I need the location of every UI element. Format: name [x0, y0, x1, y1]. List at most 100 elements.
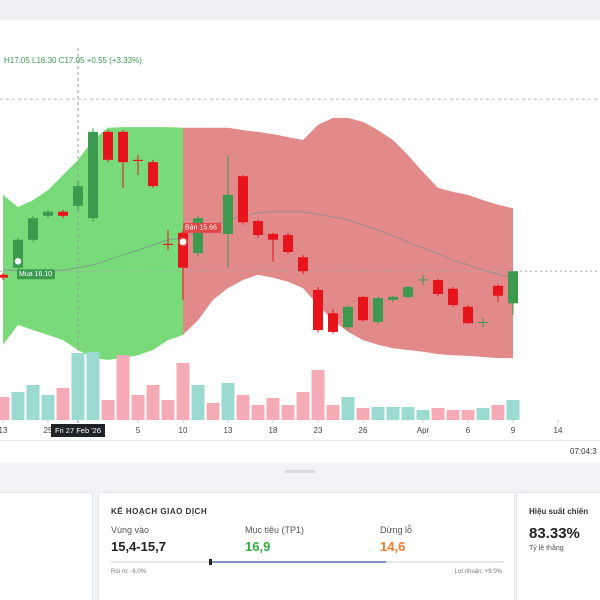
clock: 07:04:3 — [570, 447, 597, 456]
plan-card: KẾ HOẠCH GIAO DỊCH Vùng vào 15,4-15,7 Mụ… — [98, 492, 515, 600]
toolbar — [0, 20, 600, 49]
volume-bar — [386, 407, 400, 420]
target-label: Mục tiêu (TP1) — [245, 525, 305, 535]
candle-body — [88, 131, 98, 219]
candle-body — [43, 211, 53, 216]
candle-body — [193, 218, 203, 254]
performance-value: 83.33% — [529, 525, 580, 542]
volume-bar — [476, 408, 490, 420]
candle-body — [373, 298, 383, 322]
volume-bar — [176, 363, 190, 420]
volume-bar — [341, 397, 355, 420]
candle-body — [343, 306, 353, 328]
x-tick-label: 13 — [224, 426, 233, 435]
volume-bar — [251, 405, 265, 420]
progress-fill — [209, 561, 386, 563]
plan-title: KẾ HOẠCH GIAO DỊCH — [111, 507, 208, 516]
volume-bar — [41, 395, 55, 420]
x-tick-label: 23 — [314, 426, 323, 435]
ohlc-legend: H17.05 L16.30 C17.05 +0.55 (+3.33%) — [4, 56, 142, 65]
volume-bar — [116, 355, 130, 420]
volume-bar — [71, 353, 85, 420]
signal-label-bg — [183, 222, 221, 233]
candle-body — [388, 296, 398, 300]
band-fill — [183, 117, 513, 359]
candle-body — [448, 288, 458, 306]
candle-body — [298, 257, 308, 272]
candle-body — [73, 186, 83, 206]
candle-body — [28, 218, 38, 240]
performance-label: Tỷ lệ thắng — [529, 545, 564, 552]
volume-bar — [0, 397, 10, 420]
stop-label: Dừng lỗ — [380, 525, 413, 535]
signal-label-text: Mua 16.10 — [19, 271, 52, 278]
x-tick-label: 25 — [44, 426, 53, 435]
candle-body — [463, 306, 473, 324]
candle-body — [268, 233, 278, 240]
volume-bar — [491, 405, 505, 420]
candle-body — [508, 271, 518, 304]
volume-bar — [266, 398, 280, 420]
band-mid — [3, 211, 514, 279]
stop-value: 14,6 — [380, 539, 406, 554]
candle-body — [223, 194, 233, 234]
volume-bar — [56, 388, 70, 420]
candle-body — [313, 289, 323, 331]
volume-bar — [446, 410, 460, 420]
volume-bar — [221, 383, 235, 420]
risk: Rủi ro: -6.0% — [111, 569, 147, 575]
candle-body — [58, 211, 68, 216]
volume-bar — [311, 370, 325, 420]
candle-body — [163, 243, 173, 245]
reward: Lợi nhuận: +9.0% — [454, 569, 502, 575]
crosshair-label-bg — [51, 424, 105, 437]
drag-handle[interactable] — [285, 470, 315, 473]
x-tick-label: 6 — [466, 426, 471, 435]
volume-bar — [11, 392, 25, 420]
volume-bar — [401, 407, 415, 420]
signal-label-bg — [17, 269, 55, 280]
entry-value: 15,4-15,7 — [111, 539, 166, 554]
volume-bar — [101, 400, 115, 420]
candle-body — [238, 176, 248, 223]
volume-bar — [236, 395, 250, 420]
volume-bar — [26, 385, 40, 420]
signal-marker — [178, 237, 188, 247]
volume-bar — [206, 403, 220, 420]
candle-body — [133, 159, 143, 161]
candle-body — [328, 313, 338, 332]
candle-body — [148, 162, 158, 187]
volume-bar — [416, 410, 430, 420]
candle-body — [178, 232, 188, 268]
candle-body — [103, 131, 113, 160]
candle-body — [478, 322, 488, 323]
signal-marker — [13, 256, 23, 266]
band-fill — [3, 127, 183, 360]
volume-bar — [146, 385, 160, 420]
signal-label: Bán 15.66 — [183, 222, 221, 233]
candle-body — [0, 274, 8, 278]
candle-body — [13, 239, 23, 268]
x-tick-label: 9 — [511, 426, 516, 435]
x-tick-label: 18 — [269, 426, 278, 435]
candle-body — [403, 287, 413, 297]
candle-body — [493, 285, 503, 296]
top-bar — [0, 0, 600, 20]
target-value: 16,9 — [245, 539, 271, 554]
volume-bar — [161, 400, 175, 420]
candle-body — [118, 131, 128, 163]
card-left — [0, 492, 93, 600]
crosshair-label: Fri 27 Feb '26 — [55, 426, 101, 435]
volume-bar — [326, 405, 340, 420]
volume-bar — [131, 395, 145, 420]
performance-card: Hiệu suất chiến 83.33% Tỷ lệ thắng — [516, 492, 600, 600]
x-tick-label: 13 — [0, 426, 8, 435]
entry-label: Vùng vào — [111, 525, 150, 535]
candle-body — [418, 279, 428, 281]
volume-bar — [356, 408, 370, 420]
volume-bar — [86, 352, 100, 420]
candle-body — [358, 296, 368, 321]
volume-bar — [191, 385, 205, 420]
candle-body — [433, 280, 443, 294]
volume-bar — [371, 407, 385, 420]
